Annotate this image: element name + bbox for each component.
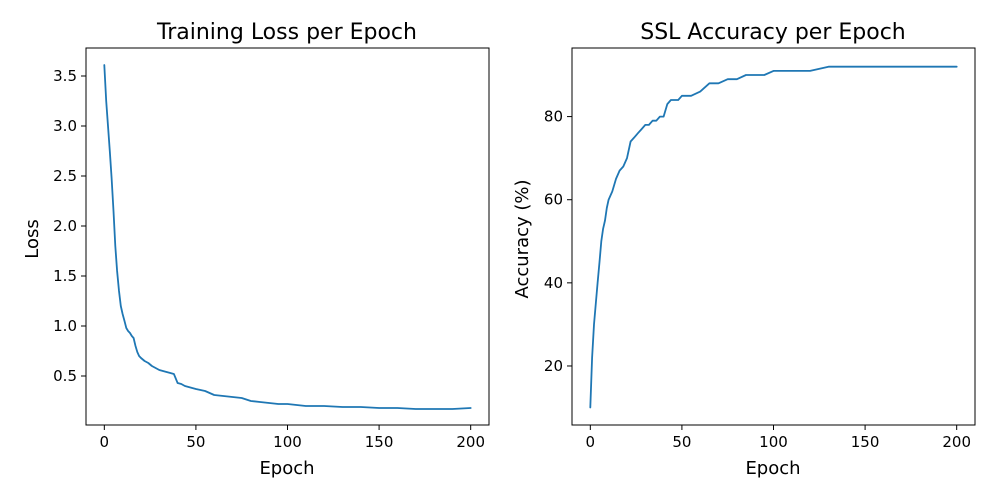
loss-chart-xtick-label: 200 xyxy=(456,433,485,451)
loss-chart-ytick-label: 2.5 xyxy=(53,167,77,185)
accuracy-chart-axes-frame xyxy=(571,47,976,426)
accuracy-chart-ticks: 0 50 100 150 200 20 40 60 80 xyxy=(544,108,971,451)
accuracy-chart-ylabel: Accuracy (%) xyxy=(512,179,533,298)
accuracy-chart-ytick-label: 40 xyxy=(544,274,563,292)
loss-chart-ylabel: Loss xyxy=(22,219,43,258)
accuracy-chart-series-line xyxy=(589,65,958,409)
loss-chart-ticks: 0 50 100 150 200 0.5 1.0 1.5 2.0 2.5 3.0 3.5 xyxy=(53,67,485,451)
loss-chart-ytick-label: 1.0 xyxy=(53,317,77,335)
loss-chart-ytick-label: 2.0 xyxy=(53,217,77,235)
loss-chart-xtick-label: 0 xyxy=(100,433,110,451)
loss-chart-panel: Training Loss per Epoch Epoch Loss 0 50 10… xyxy=(22,20,490,479)
loss-chart-ytick-label: 3.5 xyxy=(53,67,77,85)
accuracy-chart-ytick-label: 80 xyxy=(544,108,563,126)
accuracy-chart-ytick-label: 20 xyxy=(544,357,563,375)
loss-chart-series-line xyxy=(103,64,472,410)
accuracy-chart-xtick-label: 50 xyxy=(672,433,691,451)
loss-chart-xtick-label: 50 xyxy=(186,433,205,451)
accuracy-chart-lines xyxy=(589,65,958,409)
loss-chart-xtick-label: 100 xyxy=(273,433,302,451)
accuracy-chart-title: SSL Accuracy per Epoch xyxy=(640,20,906,45)
loss-chart-ytick-label: 0.5 xyxy=(53,367,77,385)
accuracy-chart-xlabel: Epoch xyxy=(745,458,800,479)
accuracy-chart-xtick-label: 100 xyxy=(759,433,788,451)
accuracy-chart-xtick-label: 150 xyxy=(851,433,880,451)
accuracy-chart-xtick-label: 200 xyxy=(942,433,971,451)
loss-chart-xtick-label: 150 xyxy=(365,433,394,451)
accuracy-chart-ytick-label: 60 xyxy=(544,191,563,209)
loss-chart-title: Training Loss per Epoch xyxy=(156,20,417,45)
loss-chart-xlabel: Epoch xyxy=(259,458,314,479)
accuracy-chart-panel: SSL Accuracy per Epoch Epoch Accuracy (%… xyxy=(512,20,976,479)
loss-chart-axes-frame xyxy=(85,47,490,426)
loss-chart-ytick-label: 3.0 xyxy=(53,117,77,135)
loss-chart-ytick-label: 1.5 xyxy=(53,267,77,285)
accuracy-chart-xtick-label: 0 xyxy=(586,433,596,451)
loss-chart-lines xyxy=(103,64,472,410)
